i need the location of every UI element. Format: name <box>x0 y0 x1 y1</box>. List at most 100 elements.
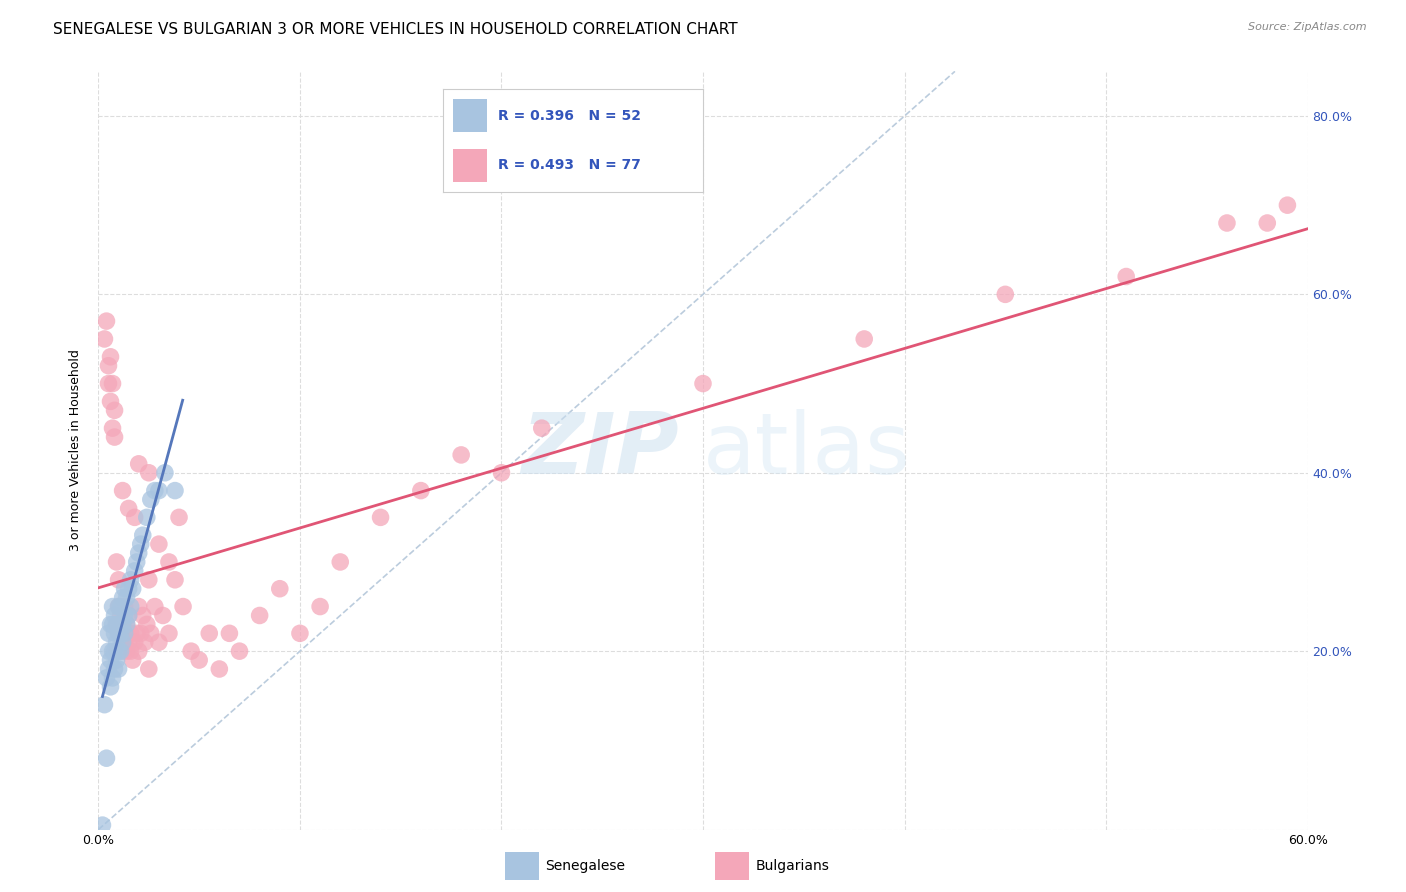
Point <box>107 662 129 676</box>
Point <box>491 466 513 480</box>
Point <box>167 510 190 524</box>
Point <box>994 287 1017 301</box>
Point <box>105 617 128 632</box>
Point <box>103 430 125 444</box>
Point <box>1256 216 1278 230</box>
Point <box>118 582 141 596</box>
Point <box>100 350 122 364</box>
Text: ZIP: ZIP <box>522 409 679 492</box>
Point <box>115 644 138 658</box>
Point <box>101 421 124 435</box>
Point <box>111 617 134 632</box>
Point <box>135 617 157 632</box>
Point <box>228 644 250 658</box>
Point <box>115 617 138 632</box>
Point <box>115 591 138 605</box>
Point <box>120 599 142 614</box>
Point <box>93 698 115 712</box>
Point <box>143 483 166 498</box>
Point <box>101 599 124 614</box>
Bar <box>716 852 749 880</box>
Point <box>100 394 122 409</box>
Point <box>96 314 118 328</box>
Text: SENEGALESE VS BULGARIAN 3 OR MORE VEHICLES IN HOUSEHOLD CORRELATION CHART: SENEGALESE VS BULGARIAN 3 OR MORE VEHICL… <box>53 22 738 37</box>
Point <box>105 617 128 632</box>
Point <box>110 644 132 658</box>
Point <box>103 644 125 658</box>
Point <box>163 483 186 498</box>
Point <box>172 599 194 614</box>
Point <box>138 573 160 587</box>
Point <box>309 599 332 614</box>
Point <box>103 662 125 676</box>
Point <box>1115 269 1137 284</box>
Point <box>132 528 155 542</box>
Point <box>105 644 128 658</box>
Point <box>93 332 115 346</box>
Point <box>370 510 392 524</box>
Point <box>139 626 162 640</box>
Point <box>101 617 124 632</box>
Point <box>124 564 146 578</box>
Point <box>329 555 352 569</box>
Point <box>218 626 240 640</box>
Bar <box>505 852 538 880</box>
Point <box>114 608 136 623</box>
Point <box>97 376 120 391</box>
Point <box>107 626 129 640</box>
Point <box>103 608 125 623</box>
Point <box>97 662 120 676</box>
Point <box>110 599 132 614</box>
Point <box>153 466 176 480</box>
Point <box>124 510 146 524</box>
Point <box>450 448 472 462</box>
Point <box>110 608 132 623</box>
Point <box>120 644 142 658</box>
Point <box>100 680 122 694</box>
Point <box>120 626 142 640</box>
Point <box>107 573 129 587</box>
Point <box>118 608 141 623</box>
Point <box>135 510 157 524</box>
Point <box>107 599 129 614</box>
Point <box>115 617 138 632</box>
Point <box>101 671 124 685</box>
Point <box>97 359 120 373</box>
Point <box>118 501 141 516</box>
Point <box>103 626 125 640</box>
Point <box>180 644 202 658</box>
Point <box>134 635 156 649</box>
Point <box>96 671 118 685</box>
Point <box>91 818 114 832</box>
Text: R = 0.493   N = 77: R = 0.493 N = 77 <box>498 158 640 172</box>
Point <box>288 626 311 640</box>
Point <box>121 653 143 667</box>
Point <box>138 466 160 480</box>
Point <box>111 483 134 498</box>
Point <box>114 635 136 649</box>
Text: atlas: atlas <box>703 409 911 492</box>
Point <box>105 635 128 649</box>
Point <box>128 644 150 658</box>
Point <box>853 332 876 346</box>
Text: Source: ZipAtlas.com: Source: ZipAtlas.com <box>1249 22 1367 32</box>
Point <box>100 653 122 667</box>
Point <box>114 626 136 640</box>
Point <box>692 376 714 391</box>
Point <box>157 555 180 569</box>
Point <box>269 582 291 596</box>
Point <box>111 644 134 658</box>
Point <box>97 626 120 640</box>
Point <box>103 403 125 417</box>
Point <box>118 635 141 649</box>
Point <box>105 555 128 569</box>
Point <box>129 626 152 640</box>
Point <box>111 617 134 632</box>
Point <box>121 582 143 596</box>
Point <box>107 644 129 658</box>
Point <box>1277 198 1299 212</box>
Point <box>125 626 148 640</box>
Point <box>1216 216 1239 230</box>
Bar <box>453 99 486 132</box>
Point <box>107 599 129 614</box>
